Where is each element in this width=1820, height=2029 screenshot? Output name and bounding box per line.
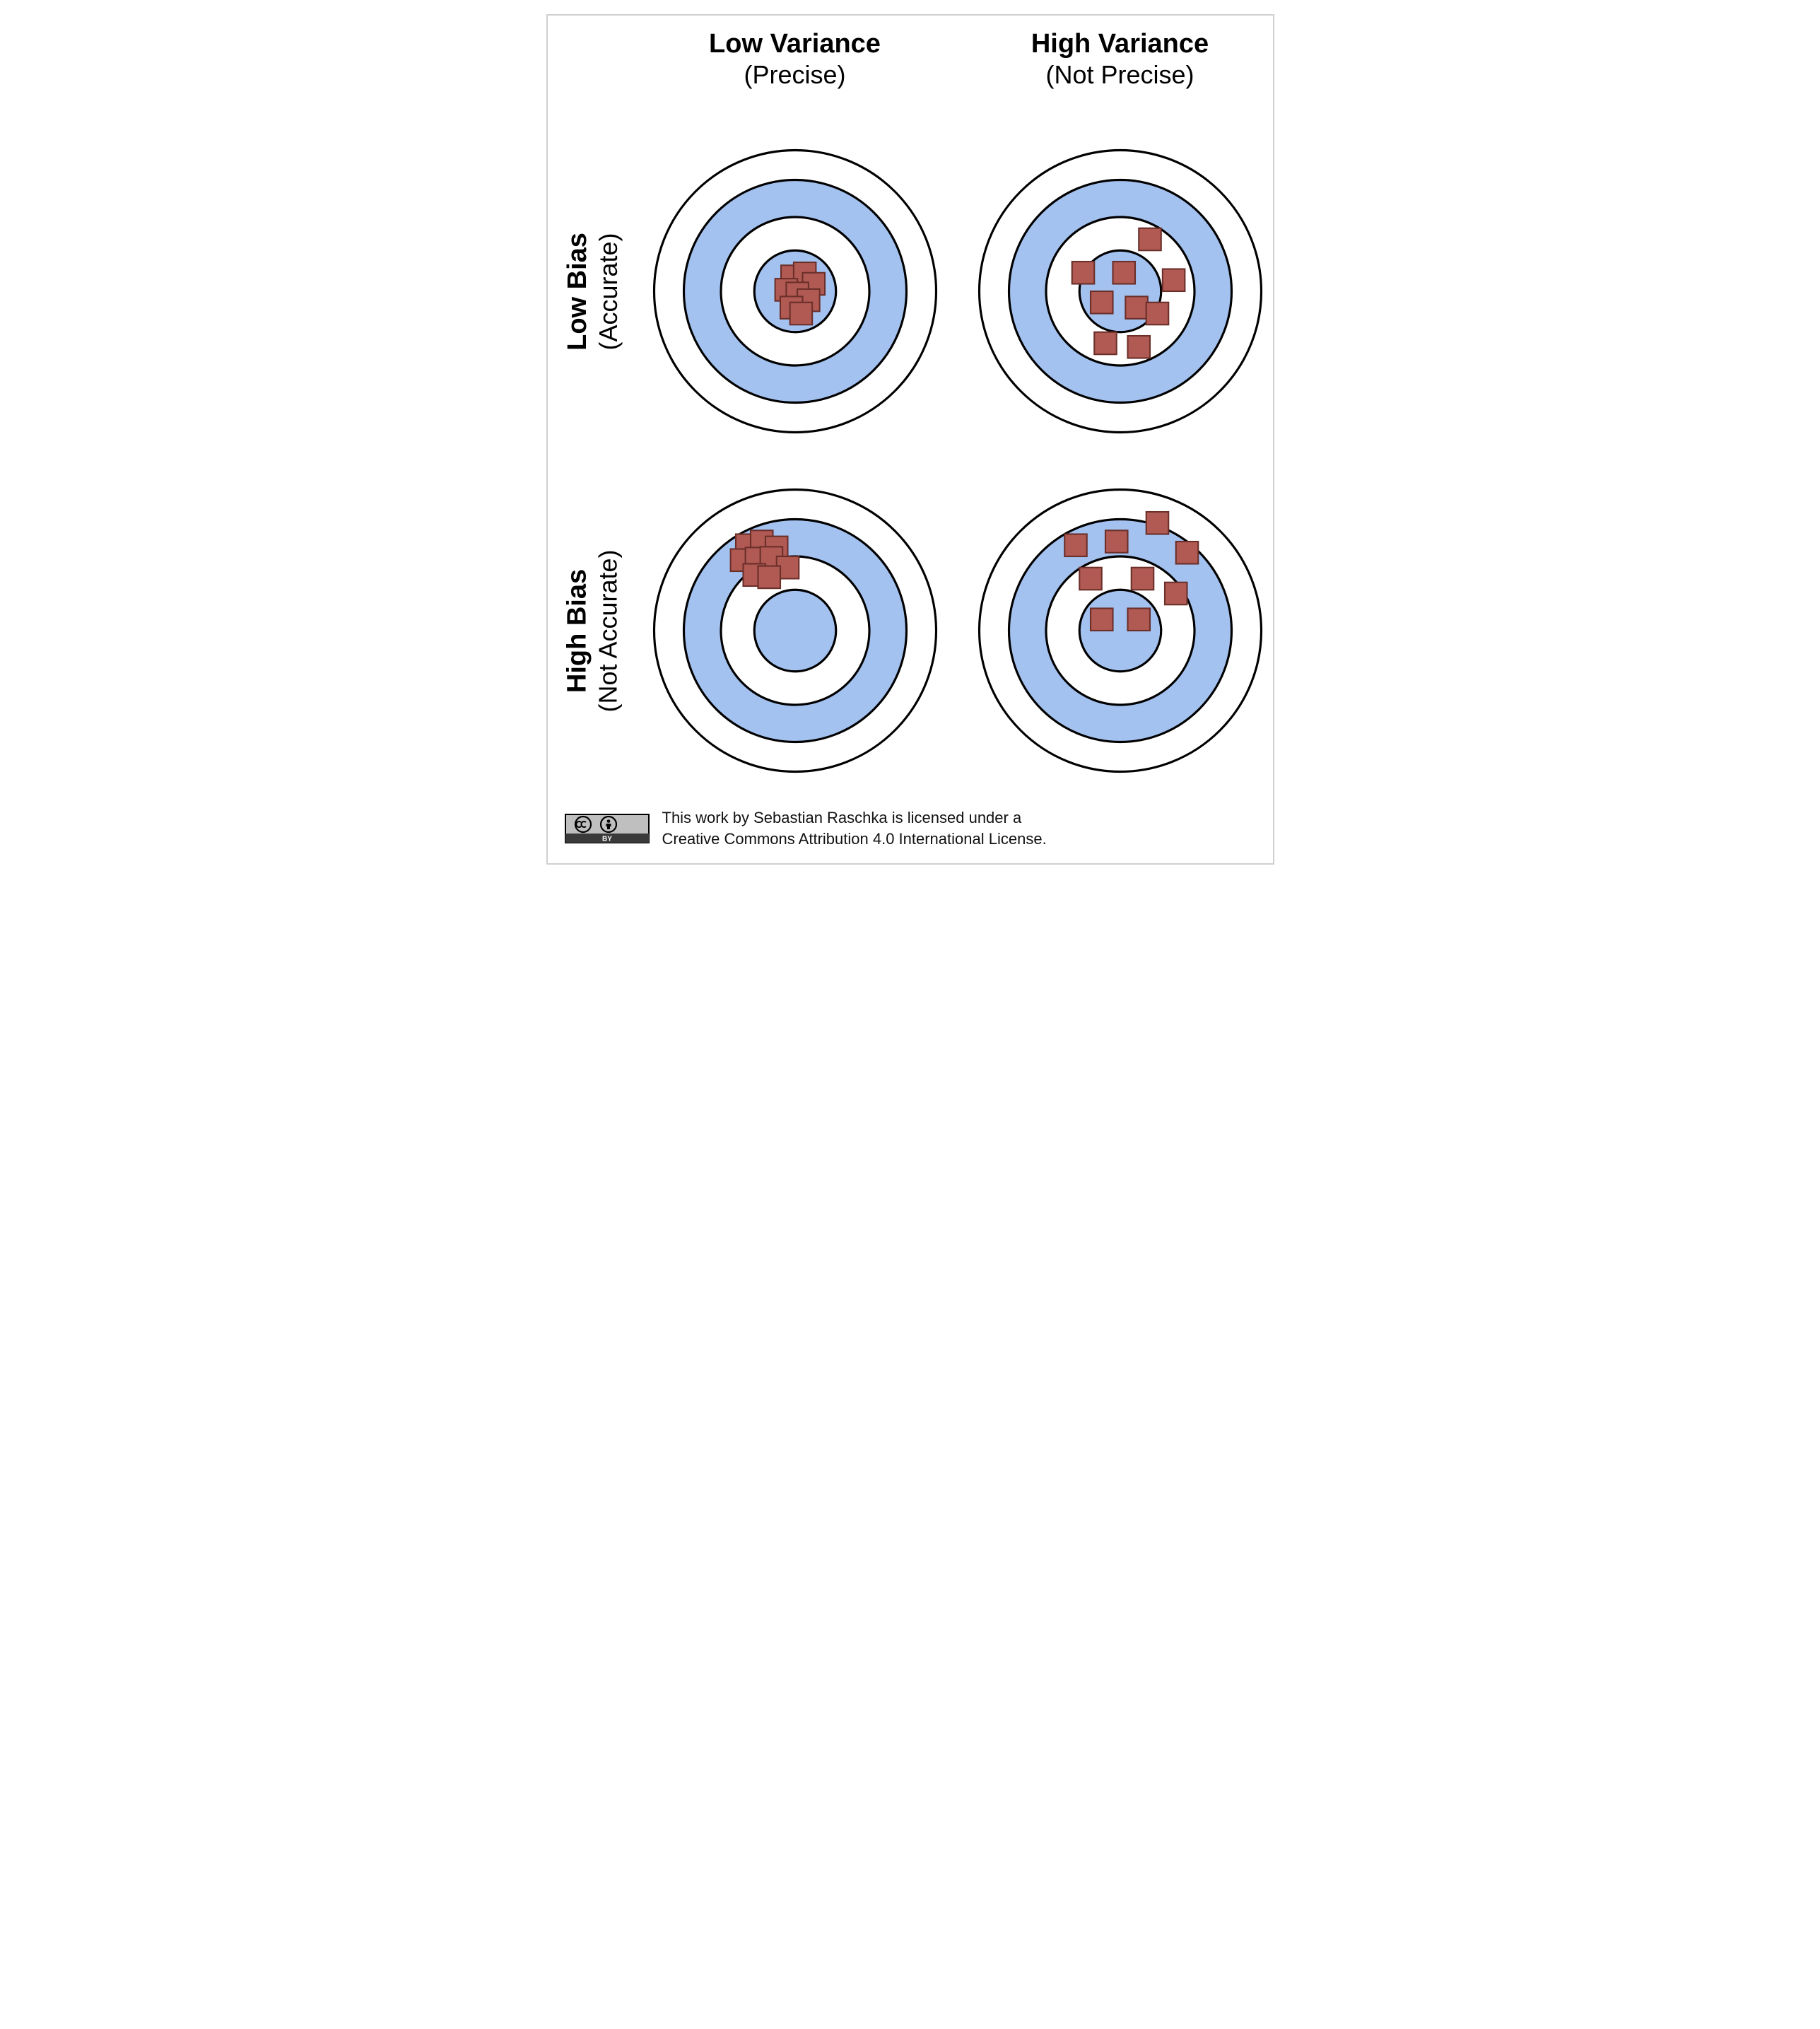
data-marker <box>1091 609 1113 631</box>
data-marker <box>1072 262 1094 284</box>
data-marker <box>1091 291 1113 314</box>
row-title: High Bias <box>563 549 593 712</box>
col-head-low-variance: Low Variance (Precise) <box>640 30 951 90</box>
target-low-bias-low-variance <box>640 136 951 447</box>
data-marker <box>1127 336 1150 358</box>
bias-variance-grid: Low Variance (Precise) High Variance (No… <box>562 30 1252 786</box>
data-marker <box>1094 332 1117 355</box>
cc-by-badge-icon: BY <box>565 814 650 843</box>
target-svg <box>647 143 944 440</box>
data-marker <box>1146 512 1168 534</box>
data-marker <box>758 566 780 589</box>
attribution-text: This work by Sebastian Raschka is licens… <box>662 807 1047 849</box>
data-marker <box>1105 530 1128 553</box>
target-low-bias-high-variance <box>965 136 1276 447</box>
col-title: High Variance <box>965 30 1276 59</box>
data-marker <box>1131 568 1153 590</box>
row-title: Low Bias <box>563 233 593 351</box>
target-ring <box>754 590 836 672</box>
cc-by-label: BY <box>602 835 612 843</box>
data-marker <box>1165 583 1187 605</box>
attribution-line2: Creative Commons Attribution 4.0 Interna… <box>662 829 1047 850</box>
data-marker <box>1146 303 1168 325</box>
target-svg <box>972 143 1269 440</box>
data-marker <box>1175 542 1198 564</box>
data-marker <box>1127 609 1150 631</box>
col-head-high-variance: High Variance (Not Precise) <box>965 30 1276 90</box>
col-subtitle: (Precise) <box>640 59 951 90</box>
target-high-bias-high-variance <box>965 475 1276 786</box>
target-svg <box>972 482 1269 779</box>
data-marker <box>1125 296 1148 319</box>
row-head-high-bias: High Bias (Not Accurate) <box>562 475 626 786</box>
data-marker <box>1162 269 1185 292</box>
data-marker <box>1064 534 1087 557</box>
diagram-frame: Low Variance (Precise) High Variance (No… <box>546 14 1274 865</box>
attribution-footer: BY This work by Sebastian Raschka is lic… <box>562 807 1252 849</box>
target-svg <box>647 482 944 779</box>
row-subtitle: (Not Accurate) <box>593 549 623 712</box>
data-marker <box>789 303 812 325</box>
col-title: Low Variance <box>640 30 951 59</box>
data-marker <box>1139 228 1161 251</box>
data-marker <box>1079 568 1102 590</box>
attribution-line1: This work by Sebastian Raschka is licens… <box>662 807 1047 829</box>
row-subtitle: (Accurate) <box>593 233 623 351</box>
target-high-bias-low-variance <box>640 475 951 786</box>
corner-spacer <box>562 30 626 107</box>
row-head-low-bias: Low Bias (Accurate) <box>562 136 626 447</box>
data-marker <box>1112 262 1135 284</box>
col-subtitle: (Not Precise) <box>965 59 1276 90</box>
